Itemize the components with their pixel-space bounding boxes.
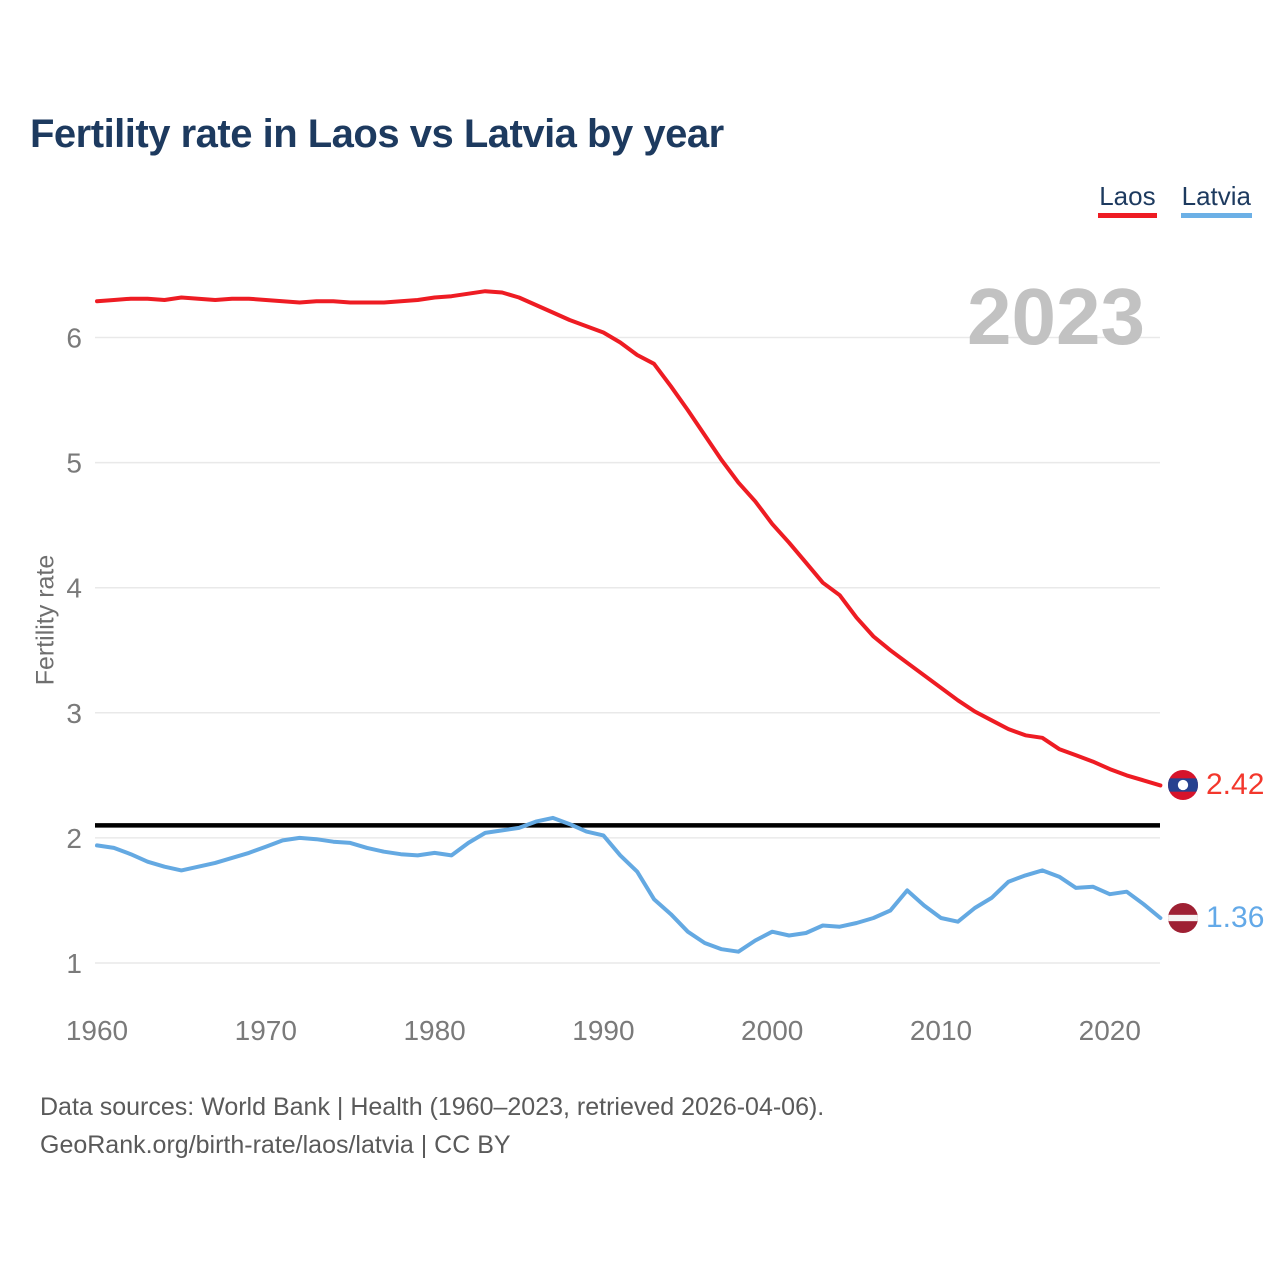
svg-text:2010: 2010 <box>910 1015 972 1046</box>
end-label-laos: 2.42 <box>1168 770 1264 800</box>
svg-text:2020: 2020 <box>1079 1015 1141 1046</box>
legend: Laos Latvia <box>1098 181 1252 219</box>
laos-flag-icon <box>1168 770 1198 800</box>
year-watermark: 2023 <box>967 272 1145 361</box>
svg-text:2: 2 <box>66 823 82 854</box>
latvia-latest-value: 1.36 <box>1206 901 1265 934</box>
legend-swatch-laos <box>1098 213 1157 219</box>
svg-text:1960: 1960 <box>66 1015 128 1046</box>
x-axis-tick-labels: 1960 1970 1980 1990 2000 2010 2020 <box>66 1015 1141 1046</box>
attribution-line: GeoRank.org/birth-rate/laos/latvia | CC … <box>40 1131 511 1159</box>
svg-text:1: 1 <box>66 948 82 979</box>
latvia-flag-icon <box>1168 903 1198 933</box>
end-label-latvia: 1.36 <box>1168 903 1264 933</box>
gridlines <box>95 336 1160 964</box>
y-axis-tick-labels: 1 2 3 4 5 6 <box>66 323 82 980</box>
data-series-lines <box>95 289 1163 954</box>
legend-label-laos: Laos <box>1099 181 1156 211</box>
svg-text:4: 4 <box>66 573 82 604</box>
data-sources-line: Data sources: World Bank | Health (1960–… <box>40 1093 825 1121</box>
legend-swatch-latvia <box>1180 213 1252 219</box>
svg-text:1970: 1970 <box>235 1015 297 1046</box>
page-title: Fertility rate in Laos vs Latvia by year <box>30 112 724 156</box>
svg-text:3: 3 <box>66 698 82 729</box>
legend-item-laos[interactable]: Laos <box>1098 181 1157 219</box>
legend-label-latvia: Latvia <box>1181 181 1251 211</box>
legend-item-latvia[interactable]: Latvia <box>1180 181 1252 219</box>
svg-text:1980: 1980 <box>403 1015 465 1046</box>
footer: Data sources: World Bank | Health (1960–… <box>40 1088 824 1164</box>
laos-latest-value: 2.42 <box>1206 768 1265 801</box>
svg-text:5: 5 <box>66 448 82 479</box>
svg-text:2000: 2000 <box>741 1015 803 1046</box>
svg-text:1990: 1990 <box>572 1015 634 1046</box>
svg-text:6: 6 <box>66 323 82 354</box>
